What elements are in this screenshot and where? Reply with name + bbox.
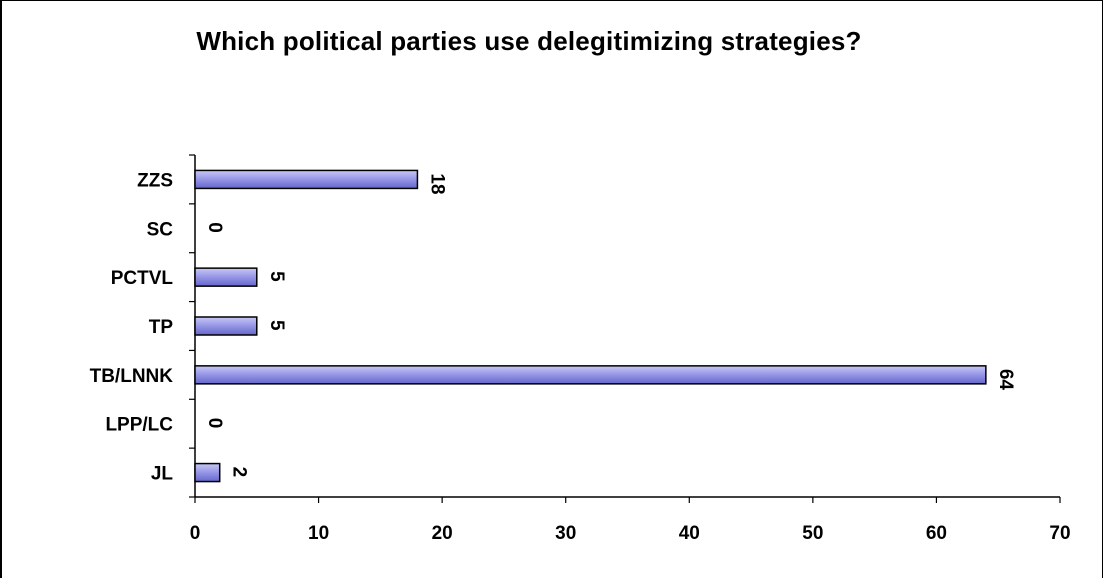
data-labels: 18 0 5 5 64 0 2 [204, 173, 1016, 477]
data-label-lpp-lc: 0 [204, 418, 225, 429]
x-tick-label-60: 60 [926, 523, 947, 544]
x-tick-label-30: 30 [555, 523, 576, 544]
bar-zzs [194, 169, 419, 190]
x-tick-label-40: 40 [679, 523, 700, 544]
data-label-zzs: 18 [426, 173, 447, 194]
data-label-jl: 2 [229, 467, 250, 478]
bar-tb-lnnk [194, 365, 987, 385]
category-label-pctvl: PCTVL [111, 268, 174, 289]
chart-axes [189, 154, 1061, 503]
x-tick-label-70: 70 [1049, 523, 1070, 544]
bar-tp [194, 316, 258, 336]
x-tick-label-10: 10 [308, 523, 329, 544]
x-tick-label-0: 0 [190, 523, 201, 544]
chart-title: Which political parties use delegitimizi… [196, 26, 862, 56]
data-label-pctvl: 5 [266, 271, 287, 282]
bar-jl [194, 462, 221, 483]
x-tick-label-50: 50 [802, 523, 823, 544]
category-label-sc: SC [147, 219, 174, 240]
data-label-sc: 0 [204, 222, 225, 233]
category-label-tb-lnnk: TB/LNNK [90, 366, 174, 387]
x-tick-label-20: 20 [432, 523, 453, 544]
category-label-lpp-lc: LPP/LC [105, 415, 173, 436]
data-label-tp: 5 [266, 320, 287, 331]
category-label-tp: TP [149, 317, 174, 338]
data-label-tb-lnnk: 64 [995, 369, 1016, 391]
category-label-jl: JL [151, 464, 174, 485]
category-label-zzs: ZZS [137, 170, 173, 191]
bar-series [194, 169, 987, 483]
x-tick-labels: 0 10 20 30 40 50 60 70 [190, 523, 1071, 544]
bar-pctvl [194, 267, 258, 287]
category-labels: ZZS SC PCTVL TP TB/LNNK LPP/LC JL [90, 170, 174, 484]
